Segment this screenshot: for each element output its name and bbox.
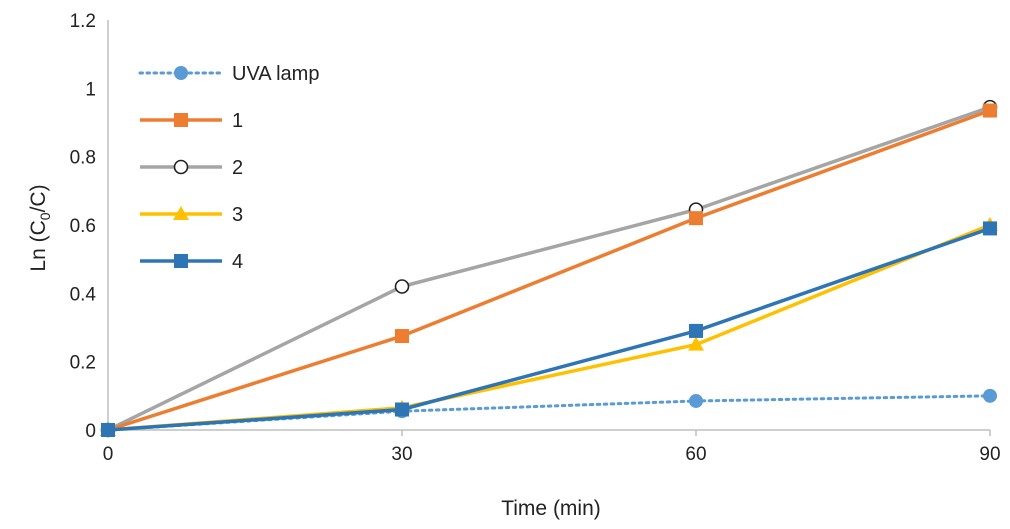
- x-axis-title: Time (min): [501, 497, 601, 520]
- legend-marker: [174, 254, 188, 268]
- y-axis-title: Ln (C0/C): [27, 184, 53, 271]
- data-point: [395, 402, 409, 417]
- legend: UVA lamp 1 2 3 4: [138, 63, 319, 273]
- legend-label: 4: [232, 251, 243, 273]
- y-tick-label: 1: [85, 79, 96, 100]
- legend-entry: UVA lamp: [138, 63, 319, 85]
- series-4: [101, 221, 997, 437]
- legend-label: 1: [232, 110, 243, 132]
- legend-marker: [173, 206, 189, 220]
- legend-entry: 4: [140, 251, 243, 273]
- data-point: [983, 221, 997, 236]
- x-tick-labels: 0 30 60 90: [103, 444, 1001, 465]
- legend-label: 3: [232, 204, 243, 226]
- series-layer: [100, 99, 998, 438]
- y-tick-label: 1.2: [70, 11, 96, 32]
- data-point: [983, 388, 997, 403]
- y-axis-title-subscript: 0: [37, 212, 53, 220]
- data-point: [395, 329, 409, 344]
- x-tick-label: 60: [685, 444, 706, 465]
- legend-marker: [174, 66, 188, 80]
- axes: [107, 20, 991, 436]
- x-tick-label: 30: [391, 444, 412, 465]
- data-point: [983, 103, 997, 118]
- data-point: [689, 323, 703, 338]
- y-axis-title-suffix: /C): [27, 184, 50, 212]
- legend-entry: 2: [140, 157, 243, 179]
- legend-marker: [173, 159, 189, 175]
- legend-label: UVA lamp: [232, 63, 319, 85]
- y-tick-label: 0.4: [70, 284, 97, 305]
- data-point: [394, 279, 410, 294]
- y-tick-labels: 0 0.2 0.4 0.6 0.8 1 1.2: [70, 11, 97, 442]
- legend-label: 2: [232, 157, 243, 179]
- data-point: [688, 336, 704, 351]
- y-tick-label: 0.8: [70, 148, 96, 169]
- y-axis-title-prefix: Ln (C: [27, 220, 50, 271]
- legend-entry: 3: [140, 204, 243, 226]
- data-point: [689, 211, 703, 226]
- data-point: [689, 393, 703, 408]
- series-line: [107, 105, 991, 432]
- series-line: [107, 226, 991, 432]
- data-point: [101, 423, 115, 437]
- x-tick-label: 0: [103, 444, 114, 465]
- series-line: [107, 108, 991, 432]
- y-tick-label: 0.6: [70, 216, 96, 237]
- x-tick-label: 90: [979, 444, 1000, 465]
- series-line: [106, 394, 992, 432]
- y-tick-label: 0.2: [70, 353, 96, 374]
- legend-entry: 1: [140, 110, 243, 132]
- legend-marker: [174, 113, 188, 127]
- y-tick-label: 0: [85, 421, 96, 442]
